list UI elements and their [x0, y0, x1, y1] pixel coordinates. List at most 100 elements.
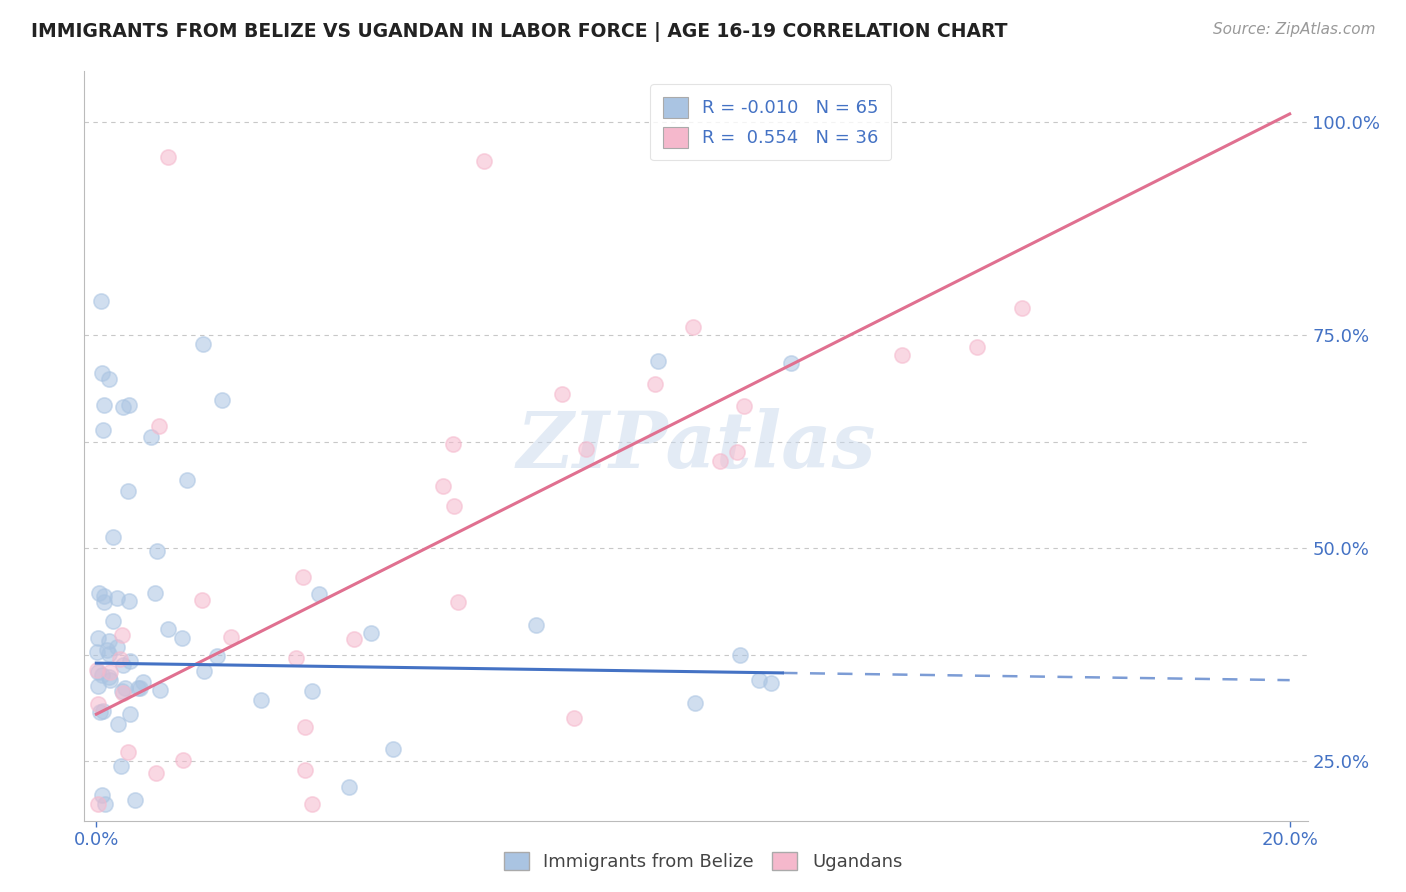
Point — [472, 153, 495, 168]
Point — [728, 648, 751, 662]
Point — [301, 797, 323, 811]
Point — [89, 705, 111, 719]
Point — [360, 625, 382, 640]
Point — [146, 544, 169, 558]
Point — [1011, 301, 1033, 316]
Point — [644, 377, 666, 392]
Point — [120, 706, 142, 721]
Point — [97, 670, 120, 684]
Point — [94, 797, 117, 811]
Point — [118, 594, 141, 608]
Point — [308, 587, 330, 601]
Point — [551, 387, 574, 401]
Point — [149, 683, 172, 698]
Point — [966, 340, 988, 354]
Point — [172, 753, 194, 767]
Point — [111, 658, 134, 673]
Point — [87, 697, 110, 711]
Point — [111, 400, 134, 414]
Point — [105, 591, 128, 605]
Point — [93, 424, 115, 438]
Point — [682, 319, 704, 334]
Point — [205, 648, 228, 663]
Point — [176, 473, 198, 487]
Point — [294, 763, 316, 777]
Point — [145, 585, 167, 599]
Point — [87, 631, 110, 645]
Point — [780, 356, 803, 370]
Point — [725, 445, 748, 459]
Point — [98, 647, 121, 661]
Point — [432, 479, 454, 493]
Point — [110, 758, 132, 772]
Point — [118, 398, 141, 412]
Point — [219, 630, 242, 644]
Point — [526, 618, 548, 632]
Point — [114, 681, 136, 695]
Point — [193, 665, 215, 679]
Point — [98, 633, 121, 648]
Point — [90, 294, 112, 309]
Point — [441, 437, 464, 451]
Legend: R = -0.010   N = 65, R =  0.554   N = 36: R = -0.010 N = 65, R = 0.554 N = 36 — [650, 84, 891, 161]
Point — [647, 354, 669, 368]
Point — [111, 628, 134, 642]
Text: ZIPatlas: ZIPatlas — [516, 408, 876, 484]
Point — [733, 399, 755, 413]
Point — [292, 570, 315, 584]
Point — [117, 745, 139, 759]
Point — [86, 645, 108, 659]
Point — [129, 681, 152, 695]
Point — [748, 673, 770, 687]
Point — [211, 392, 233, 407]
Point — [111, 683, 134, 698]
Point — [683, 696, 706, 710]
Point — [91, 705, 114, 719]
Point — [381, 742, 404, 756]
Point — [443, 499, 465, 513]
Point — [97, 371, 120, 385]
Point — [709, 454, 731, 468]
Point — [101, 614, 124, 628]
Point — [285, 651, 308, 665]
Point — [91, 668, 114, 682]
Point — [107, 717, 129, 731]
Point — [132, 675, 155, 690]
Point — [343, 632, 366, 646]
Point — [86, 679, 108, 693]
Point — [86, 663, 108, 677]
Point — [562, 711, 585, 725]
Point — [93, 398, 115, 412]
Point — [127, 681, 149, 695]
Point — [891, 349, 914, 363]
Point — [101, 530, 124, 544]
Point — [141, 430, 163, 444]
Point — [105, 640, 128, 654]
Point — [172, 631, 194, 645]
Point — [337, 780, 360, 794]
Text: Source: ZipAtlas.com: Source: ZipAtlas.com — [1212, 22, 1375, 37]
Point — [87, 665, 110, 679]
Point — [191, 592, 214, 607]
Point — [98, 665, 121, 679]
Point — [93, 595, 115, 609]
Point — [110, 652, 132, 666]
Point — [148, 419, 170, 434]
Point — [191, 337, 214, 351]
Point — [118, 653, 141, 667]
Point — [87, 585, 110, 599]
Point — [145, 765, 167, 780]
Point — [759, 676, 782, 690]
Point — [91, 366, 114, 380]
Point — [301, 684, 323, 698]
Point — [575, 442, 598, 457]
Legend: Immigrants from Belize, Ugandans: Immigrants from Belize, Ugandans — [496, 845, 910, 879]
Point — [156, 149, 179, 163]
Text: IMMIGRANTS FROM BELIZE VS UGANDAN IN LABOR FORCE | AGE 16-19 CORRELATION CHART: IMMIGRANTS FROM BELIZE VS UGANDAN IN LAB… — [31, 22, 1008, 42]
Point — [112, 686, 135, 700]
Point — [294, 720, 316, 734]
Point — [157, 622, 180, 636]
Point — [249, 693, 271, 707]
Point — [93, 589, 115, 603]
Point — [87, 797, 110, 811]
